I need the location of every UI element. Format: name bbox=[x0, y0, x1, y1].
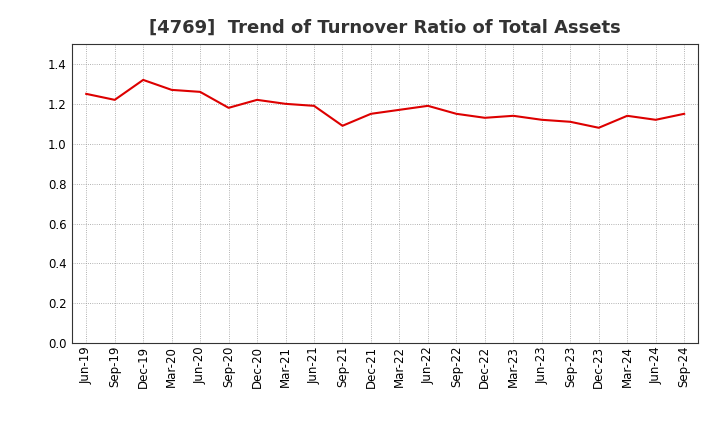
Title: [4769]  Trend of Turnover Ratio of Total Assets: [4769] Trend of Turnover Ratio of Total … bbox=[149, 19, 621, 37]
